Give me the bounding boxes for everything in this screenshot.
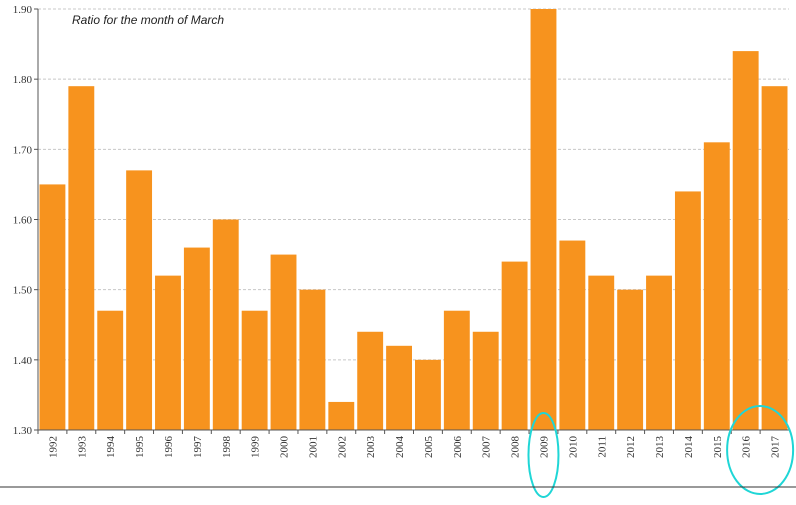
bar-1993	[68, 86, 95, 430]
highlight-circle-2016-2017	[726, 405, 795, 495]
y-tick-label: 1.50	[13, 285, 33, 297]
x-tick-label: 2001	[307, 436, 319, 458]
bar-2014	[674, 191, 701, 430]
x-tick-label: 2002	[336, 436, 348, 458]
bar-2008	[501, 261, 528, 430]
bar-2009	[530, 9, 557, 430]
x-tick-label: 1994	[105, 436, 117, 459]
bar-2016	[732, 51, 759, 430]
bar-2013	[646, 275, 672, 430]
highlight-circles	[527, 405, 795, 498]
x-tick-label: 1996	[163, 436, 175, 459]
bar-2003	[357, 331, 384, 430]
bar-2006	[443, 310, 470, 430]
x-tick-label: 2015	[712, 436, 724, 459]
bar-2005	[415, 359, 441, 430]
x-tick-label: 2010	[567, 436, 579, 459]
bar-2004	[386, 345, 412, 430]
bar-1996	[155, 275, 181, 430]
x-tick-label: 1995	[134, 436, 146, 459]
x-tick-label: 1999	[250, 436, 262, 459]
x-tick-label: 2006	[452, 436, 464, 459]
x-tick-label: 1992	[47, 436, 59, 458]
bar-2012	[617, 289, 644, 430]
x-tick-label: 2000	[279, 436, 291, 459]
bar-1998	[212, 219, 239, 430]
x-tick-label: 2011	[596, 436, 608, 458]
axes	[34, 8, 789, 434]
bar-1992	[39, 184, 66, 430]
x-tick-label: 2004	[394, 436, 406, 459]
x-tick-label: 2016	[741, 436, 753, 459]
x-tick-label: 2014	[683, 436, 695, 459]
bar-2002	[328, 401, 355, 430]
y-tick-label: 1.30	[13, 425, 33, 437]
y-tick-labels: 1.30 1.40 1.50 1.60 1.70 1.80 1.90	[13, 4, 33, 437]
bar-1995	[126, 170, 153, 430]
y-tick-label: 1.80	[13, 74, 33, 86]
x-tick-label: 1998	[221, 436, 233, 459]
y-tick-label: 1.70	[13, 144, 33, 156]
bar-2010	[559, 240, 586, 430]
y-tick-label: 1.60	[13, 215, 33, 227]
x-tick-label: 2009	[538, 436, 550, 459]
y-tick-label: 1.90	[13, 4, 33, 16]
bar-2001	[299, 289, 326, 430]
x-tick-labels: 1992 1993 1994 1995 1996 1997 1998 1999 2000 2001…	[47, 436, 781, 459]
y-tick-label: 1.40	[13, 355, 33, 367]
bar-1997	[183, 247, 210, 430]
bar-2011	[588, 275, 615, 430]
x-tick-label: 2008	[510, 436, 522, 459]
x-tick-label: 2012	[625, 436, 637, 458]
highlight-circle-2009	[527, 412, 560, 498]
bar-1994	[97, 310, 124, 430]
x-tick-label: 2003	[365, 436, 377, 459]
bar-2015	[703, 142, 730, 431]
x-tick-label: 2017	[770, 436, 782, 459]
bar-2007	[472, 331, 499, 430]
x-tick-label: 2005	[423, 436, 435, 459]
bar-1999	[241, 310, 268, 430]
x-tick-label: 2007	[481, 436, 493, 459]
bar-2000	[270, 254, 297, 430]
x-tick-label: 2013	[654, 436, 666, 459]
x-tick-label: 1993	[76, 436, 88, 459]
x-tick-label: 1997	[192, 436, 204, 459]
chart-title: Ratio for the month of March	[72, 13, 224, 27]
bars	[39, 9, 788, 431]
bar-2017	[761, 86, 788, 430]
